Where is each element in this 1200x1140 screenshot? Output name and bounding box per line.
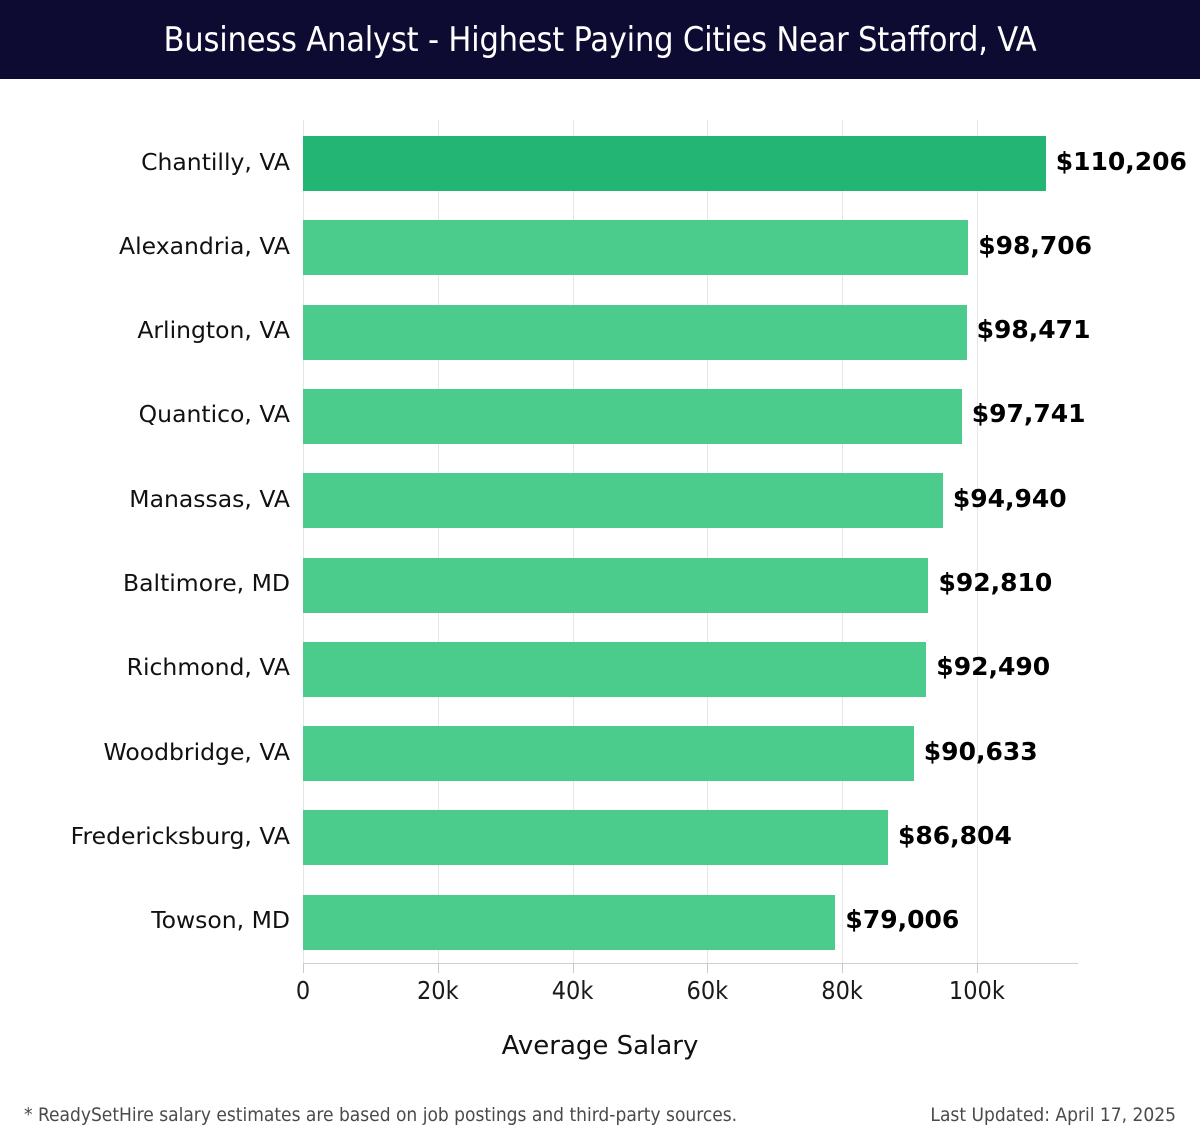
value-label: $94,940 xyxy=(952,483,1067,513)
value-label: $110,206 xyxy=(1055,146,1187,176)
x-tick-label: 40k xyxy=(551,976,594,1005)
category-label: Manassas, VA xyxy=(129,484,290,513)
category-label: Alexandria, VA xyxy=(119,231,290,260)
x-tick-label: 80k xyxy=(821,976,863,1005)
x-axis-title: Average Salary xyxy=(501,1031,699,1061)
x-axis-line xyxy=(303,963,1078,964)
value-label: $98,471 xyxy=(976,315,1091,345)
footer-last-updated: Last Updated: April 17, 2025 xyxy=(930,1103,1176,1126)
value-label: $97,741 xyxy=(971,399,1086,429)
x-tick-label: 60k xyxy=(686,976,729,1005)
x-tick-mark xyxy=(707,963,709,973)
bar[interactable] xyxy=(303,810,888,866)
category-label: Towson, MD xyxy=(151,906,290,935)
page-title: Business Analyst - Highest Paying Cities… xyxy=(163,19,1037,60)
gridline xyxy=(707,120,709,963)
category-label: Richmond, VA xyxy=(126,653,290,682)
category-label: Quantico, VA xyxy=(138,400,290,429)
bar[interactable] xyxy=(303,136,1046,191)
x-tick-mark xyxy=(303,963,304,973)
footer-disclaimer: * ReadySetHire salary estimates are base… xyxy=(24,1103,738,1126)
gridline xyxy=(303,120,304,963)
gridline xyxy=(437,120,439,963)
x-tick-label: 20k xyxy=(416,976,459,1005)
bar[interactable] xyxy=(303,388,962,444)
chart-canvas: 0 20k 40k 60k 80k 100k Chantilly, VA $110,206 A… xyxy=(0,79,1200,1079)
footer: * ReadySetHire salary estimates are base… xyxy=(0,1089,1200,1140)
x-tick-mark xyxy=(437,963,439,973)
category-label: Fredericksburg, VA xyxy=(70,821,290,850)
x-tick-mark xyxy=(572,963,574,973)
value-label: $79,006 xyxy=(845,905,960,935)
value-label: $86,804 xyxy=(897,820,1012,850)
title-bar: Business Analyst - Highest Paying Cities… xyxy=(0,0,1200,79)
gridline xyxy=(842,120,844,963)
category-label: Arlington, VA xyxy=(137,316,290,345)
category-label: Baltimore, MD xyxy=(123,569,290,597)
value-label: $92,810 xyxy=(938,568,1053,597)
category-label: Woodbridge, VA xyxy=(103,737,290,766)
bar[interactable] xyxy=(303,304,967,360)
x-tick-label: 0 xyxy=(295,976,311,1005)
gridline xyxy=(572,120,574,963)
bar[interactable] xyxy=(303,220,969,276)
x-tick-mark xyxy=(842,963,844,973)
bar[interactable] xyxy=(303,473,943,529)
x-tick-label: 100k xyxy=(948,976,1005,1005)
x-tick-mark xyxy=(976,963,978,973)
category-label: Chantilly, VA xyxy=(141,147,290,176)
plot-area: 0 20k 40k 60k 80k 100k xyxy=(296,120,1078,1005)
bar[interactable] xyxy=(303,894,836,950)
bar[interactable] xyxy=(303,557,929,613)
value-label: $90,633 xyxy=(923,736,1038,766)
value-label: $92,490 xyxy=(936,652,1051,682)
gridline xyxy=(976,120,978,963)
value-label: $98,706 xyxy=(978,230,1093,260)
bar[interactable] xyxy=(303,726,914,782)
bar[interactable] xyxy=(303,641,927,697)
